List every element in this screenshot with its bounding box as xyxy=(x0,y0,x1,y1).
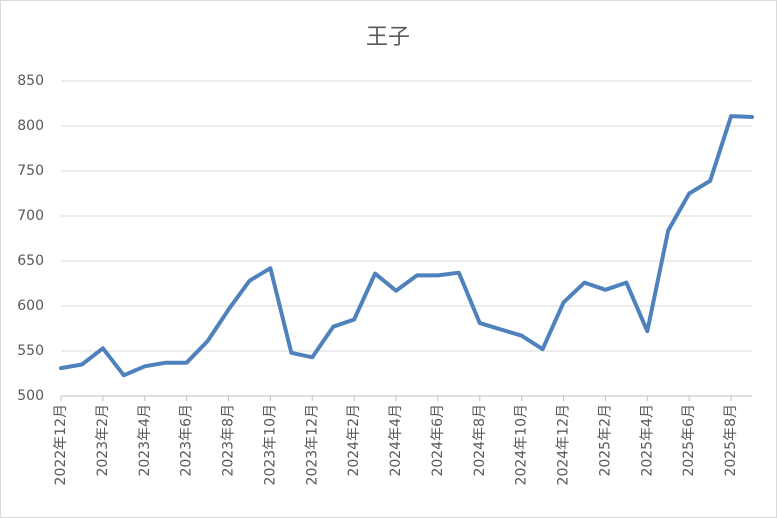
y-tick-label: 750 xyxy=(17,163,44,179)
x-tick-label: 2025年8月 xyxy=(723,404,739,477)
y-tick-label: 650 xyxy=(17,253,44,269)
x-tick-label: 2024年12月 xyxy=(556,404,572,485)
x-tick-label: 2024年4月 xyxy=(388,404,404,477)
y-tick-label: 600 xyxy=(17,298,44,314)
x-tick-label: 2022年12月 xyxy=(53,404,69,485)
y-tick-label: 500 xyxy=(17,388,44,404)
x-tick-label: 2024年2月 xyxy=(346,404,362,477)
x-tick-label: 2024年6月 xyxy=(430,404,446,477)
x-tick-label: 2024年10月 xyxy=(514,404,530,485)
x-tick-label: 2025年6月 xyxy=(681,404,697,477)
x-tick-label: 2024年8月 xyxy=(472,404,488,477)
x-tick-label: 2023年6月 xyxy=(179,404,195,477)
x-tick-label: 2023年2月 xyxy=(95,404,111,477)
y-tick-label: 550 xyxy=(17,343,44,359)
line xyxy=(59,114,754,378)
y-tick-label: 700 xyxy=(17,208,44,224)
y-tick-label: 800 xyxy=(17,118,44,134)
y-tick-label: 850 xyxy=(17,73,44,89)
x-tick-label: 2025年2月 xyxy=(597,404,613,477)
x-tick-label: 2023年4月 xyxy=(137,404,153,477)
x-tick-label: 2023年12月 xyxy=(304,404,320,485)
x-tick-label: 2023年10月 xyxy=(262,404,278,485)
x-tick-label: 2025年4月 xyxy=(639,404,655,477)
x-tick-label: 2023年8月 xyxy=(221,404,237,477)
chart-title: 王子 xyxy=(366,25,410,50)
